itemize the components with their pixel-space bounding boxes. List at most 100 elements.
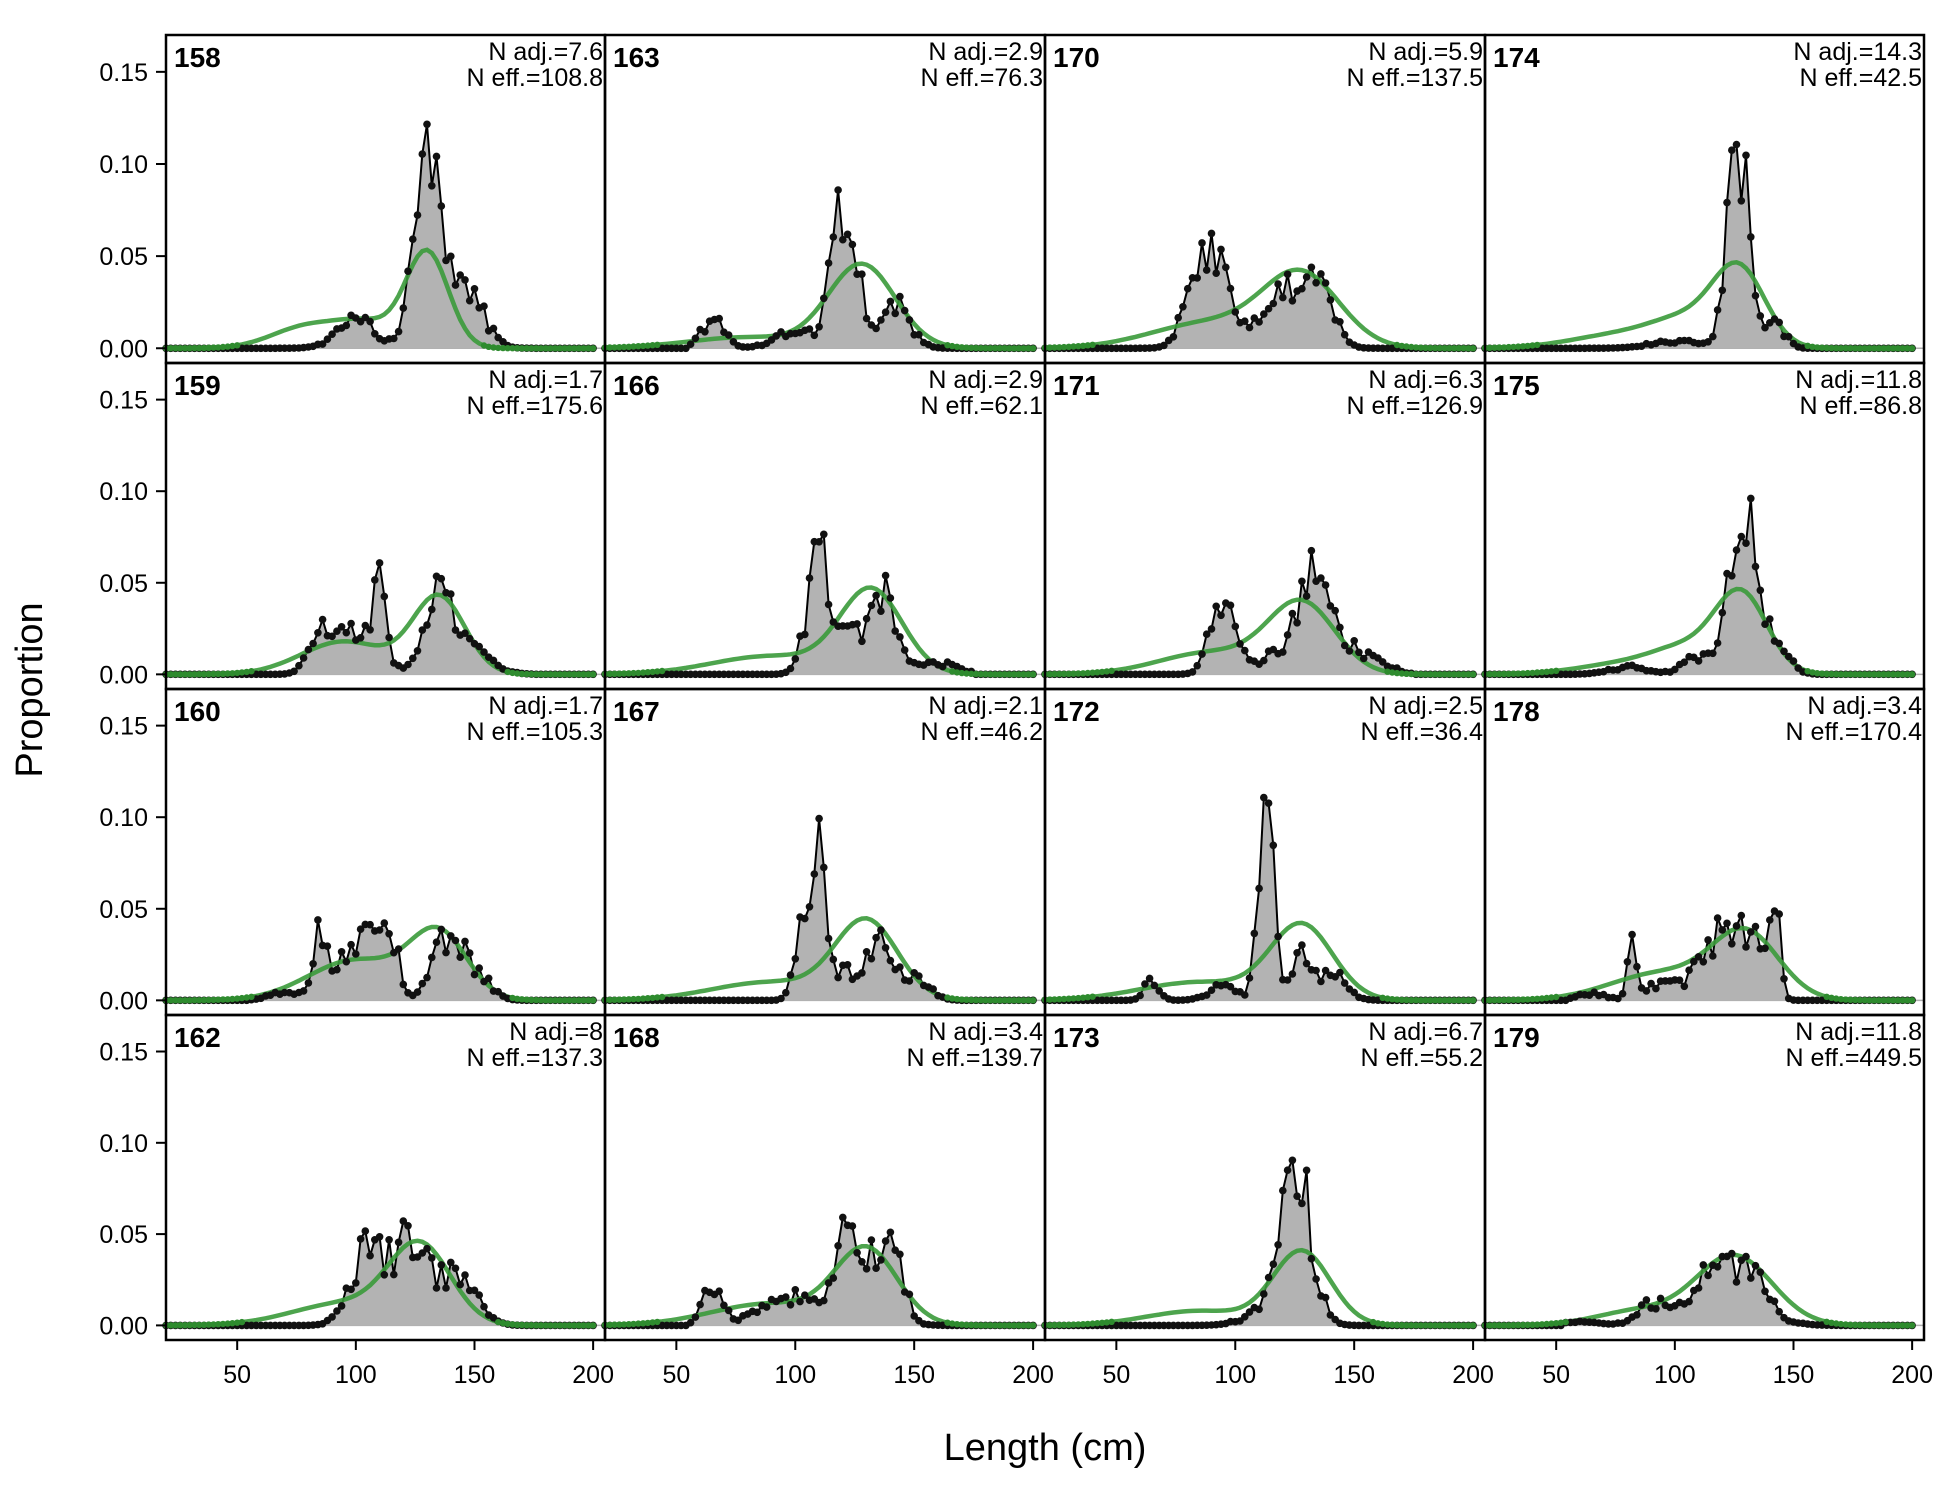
expected-point (1543, 668, 1550, 675)
observed-point (1709, 649, 1717, 658)
expected-point (972, 997, 980, 1004)
observed-point (791, 1286, 800, 1294)
expected-point (968, 996, 975, 1004)
expected-point (1837, 1320, 1845, 1328)
observed-point (304, 979, 313, 987)
expected-point (215, 996, 222, 1003)
observed-point (1713, 914, 1722, 922)
panel-label: 173 (1053, 1022, 1100, 1053)
expected-point (518, 345, 526, 352)
expected-point (181, 345, 189, 352)
observed-point (824, 1279, 833, 1287)
expected-point (1875, 1322, 1883, 1329)
y-tick-label: 0.00 (99, 1312, 148, 1340)
expected-point (589, 671, 597, 678)
expected-point (561, 671, 568, 678)
x-tick-label: 200 (572, 1361, 614, 1389)
expected-point (556, 345, 564, 352)
observed-point (1378, 658, 1387, 666)
observed-point (1699, 1261, 1708, 1269)
observed-point (791, 955, 800, 963)
observed-point (938, 662, 947, 671)
expected-point (1446, 1322, 1453, 1329)
expected-point (958, 344, 965, 351)
expected-point (1010, 671, 1018, 678)
observed-point (867, 1236, 876, 1244)
observed-point (877, 316, 885, 324)
expected-point (1089, 669, 1096, 676)
expected-point (977, 344, 984, 352)
observed-point (356, 634, 365, 642)
observed-point (1150, 981, 1159, 990)
observed-point (839, 1213, 847, 1222)
expected-point (186, 671, 193, 678)
observed-point (886, 956, 895, 965)
expected-point (1852, 996, 1859, 1004)
expected-point (611, 1321, 618, 1328)
expected-point (982, 671, 989, 678)
expected-point (205, 1321, 212, 1328)
y-axis-title: Proportion (9, 602, 51, 777)
expected-point (215, 344, 222, 351)
observed-point (342, 321, 351, 330)
observed-point (437, 202, 446, 210)
observed-point (333, 1307, 341, 1315)
expected-point (1856, 996, 1864, 1004)
expected-point (1837, 671, 1845, 678)
expected-point (1460, 997, 1467, 1004)
expected-point (177, 671, 184, 678)
expected-point (949, 1320, 956, 1327)
observed-point (824, 600, 833, 609)
expected-point (1060, 995, 1068, 1003)
expected-point (949, 668, 956, 675)
observed-point (447, 252, 455, 261)
observed-point (1737, 197, 1746, 205)
observed-point (858, 270, 866, 279)
observed-point (1766, 615, 1774, 623)
panel-166: 166 N adj.=2.9N eff.=62.1 (601, 361, 1047, 691)
expected-point (1469, 345, 1477, 352)
expected-point (528, 671, 535, 678)
panel-label: 160 (174, 696, 221, 727)
expected-point (1089, 1320, 1096, 1327)
expected-point (1809, 669, 1816, 676)
observed-point (1188, 668, 1197, 676)
observed-point (470, 285, 479, 293)
expected-point (575, 997, 583, 1004)
expected-point (1460, 671, 1467, 678)
expected-point (229, 995, 236, 1003)
expected-point (1861, 671, 1868, 678)
observed-point (1680, 982, 1689, 991)
expected-point (1398, 670, 1406, 677)
observed-point (1198, 650, 1206, 658)
panel-label: 167 (613, 696, 660, 727)
expected-point (1010, 345, 1018, 352)
observed-point (437, 1261, 446, 1269)
observed-point (896, 963, 904, 971)
expected-point (982, 345, 989, 352)
observed-point (829, 1274, 838, 1282)
expected-point (1833, 345, 1840, 352)
expected-point (1379, 994, 1386, 1001)
observed-point (805, 574, 814, 582)
observed-point (801, 914, 809, 923)
n-eff-label: N eff.=46.2 (920, 718, 1043, 746)
observed-point (801, 630, 809, 639)
observed-point (777, 328, 785, 336)
observed-point (470, 1286, 479, 1295)
expected-point (1051, 1321, 1058, 1329)
expected-point (625, 343, 632, 350)
expected-point (1856, 671, 1864, 678)
observed-point (1250, 929, 1259, 938)
expected-point (172, 997, 179, 1004)
observed-point (1780, 975, 1788, 983)
observed-point (409, 654, 417, 663)
expected-point (215, 670, 222, 678)
expected-point (200, 344, 208, 352)
observed-point (1312, 1275, 1320, 1283)
expected-point (1894, 345, 1902, 352)
expected-point (1866, 1322, 1873, 1329)
observed-point (1704, 338, 1712, 346)
expected-point (1871, 1322, 1878, 1329)
expected-point (1441, 1322, 1448, 1329)
